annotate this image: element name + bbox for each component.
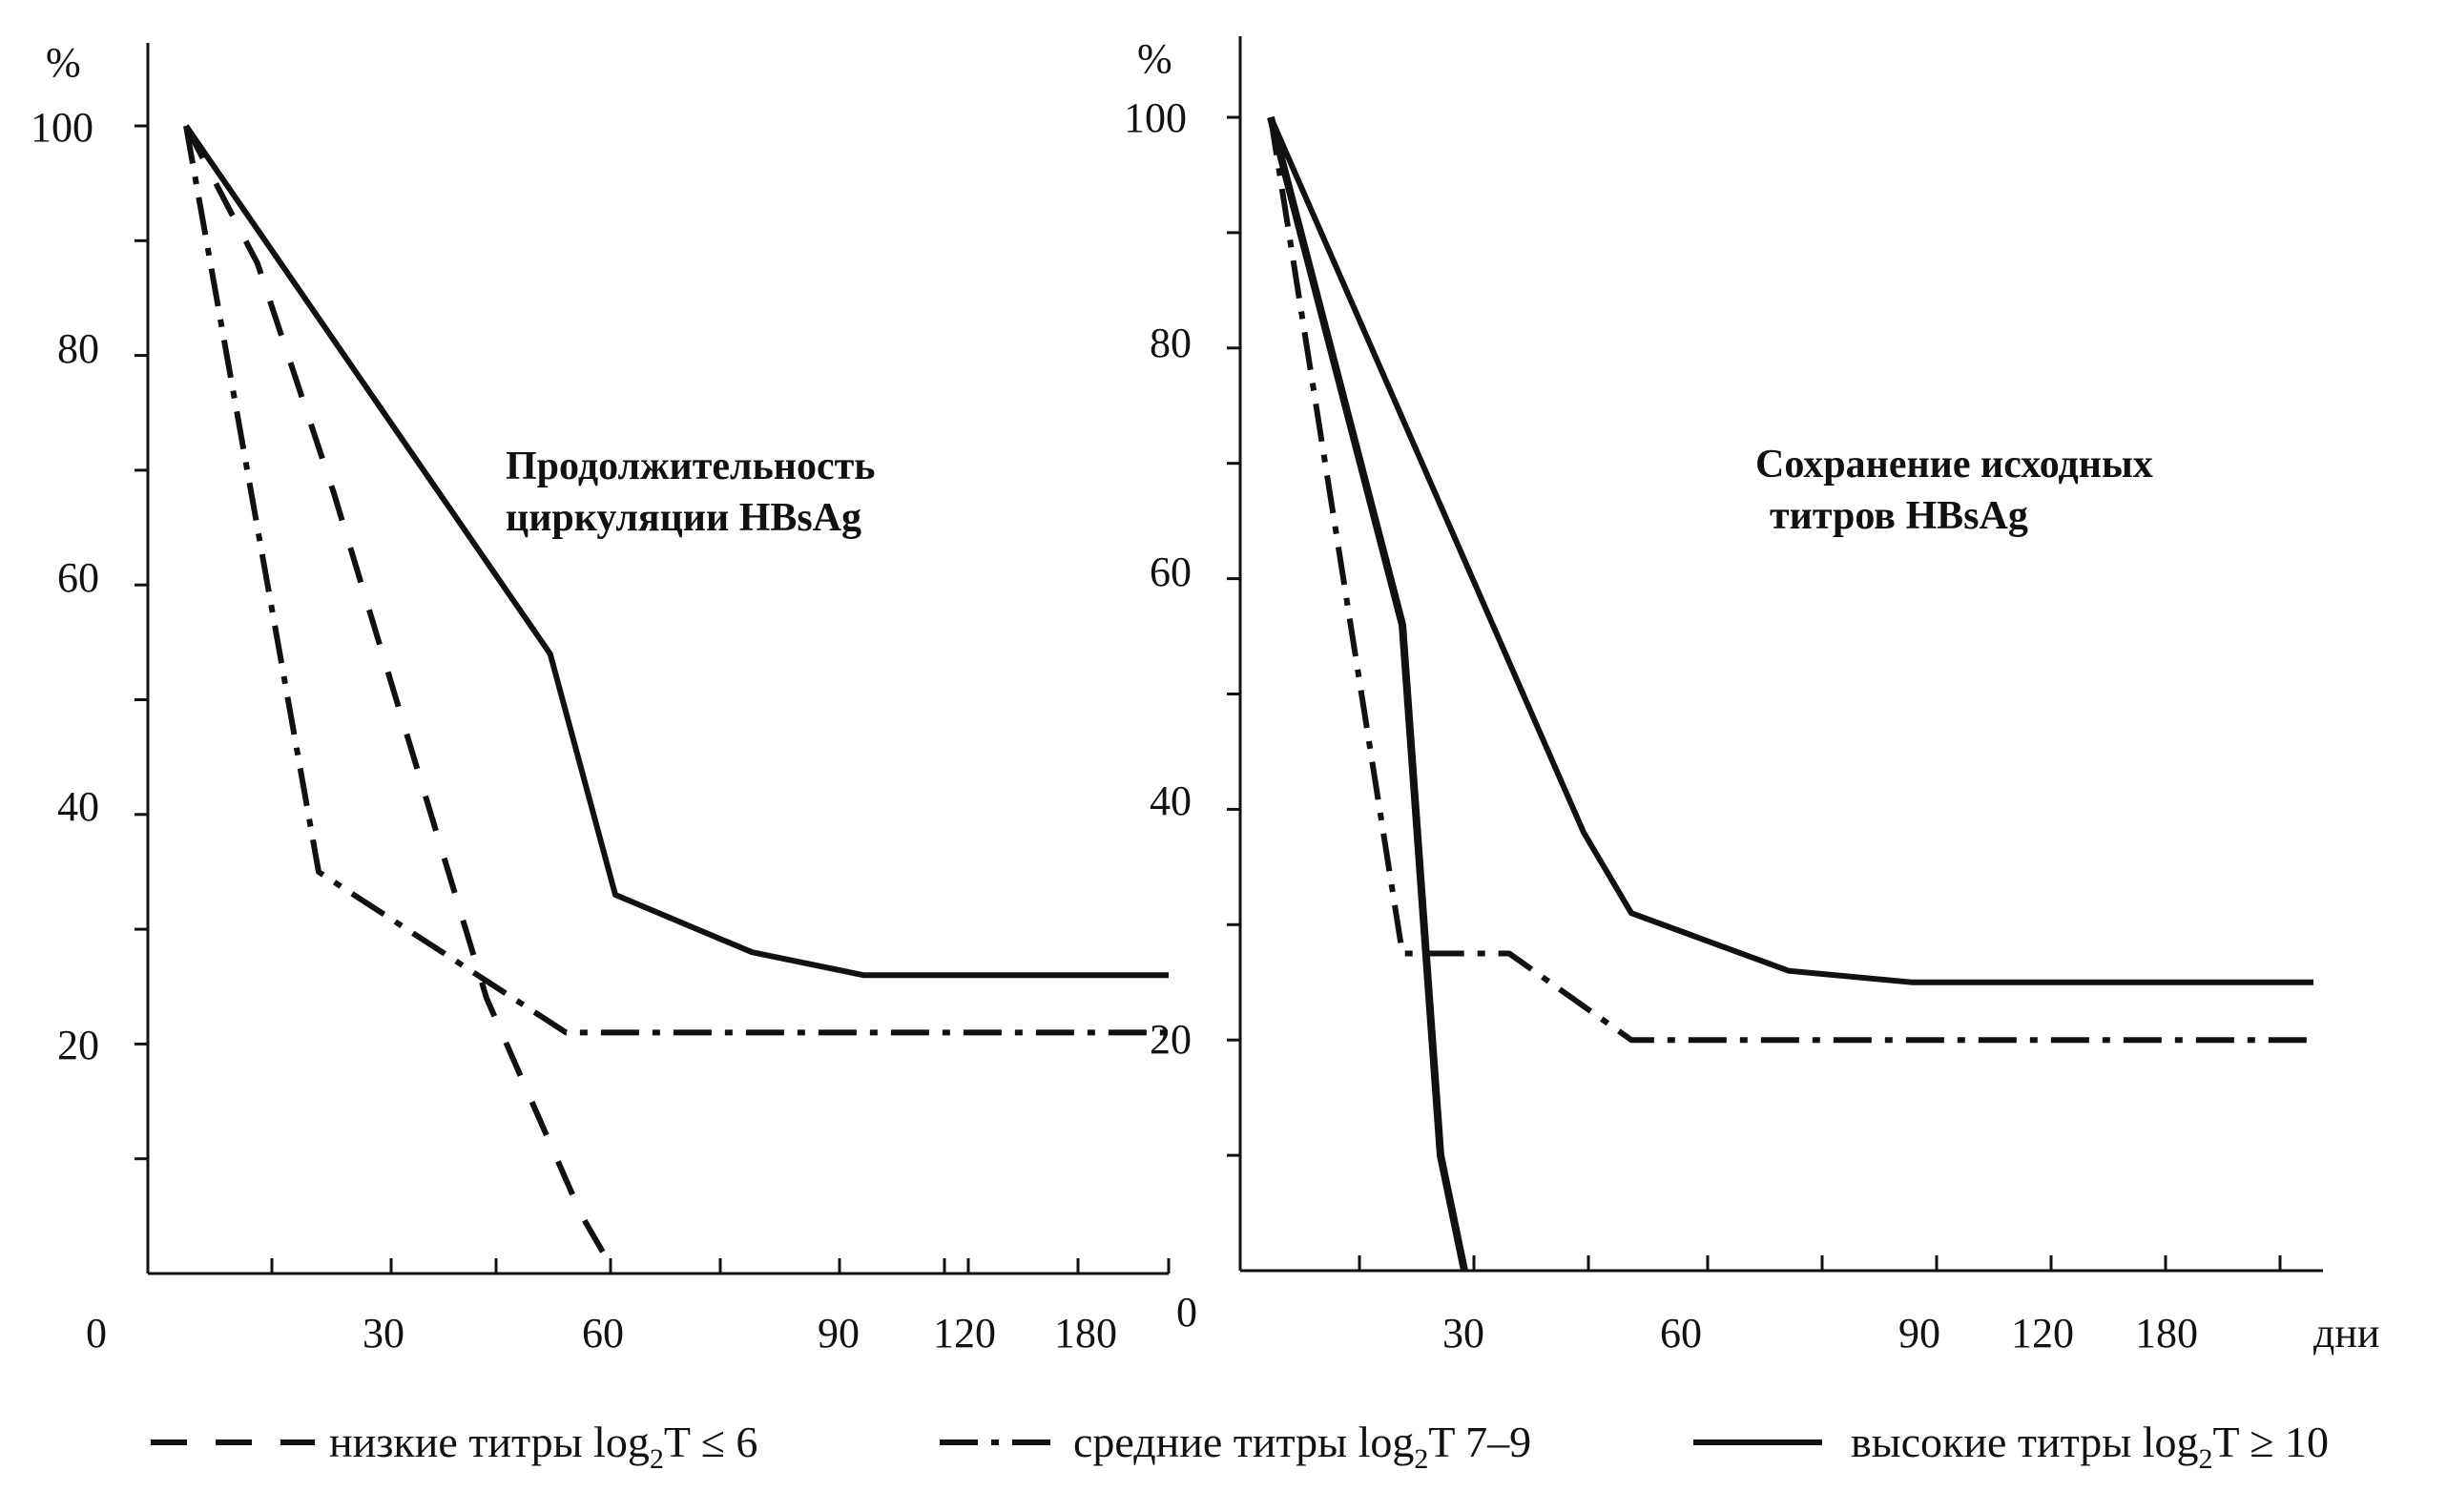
legend: низкие титры log2T ≤ 6 средние титры log… xyxy=(151,1418,2329,1475)
right-x-ticks xyxy=(1358,1255,2282,1271)
right-annotation-line-1: Сохранение исходных xyxy=(1755,443,2153,487)
right-y-unit-label: % xyxy=(1137,35,1172,82)
right-y-tick-label-40: 40 xyxy=(1150,777,1192,824)
left-x-tick-label-180: 180 xyxy=(1054,1310,1117,1357)
right-x-tick-label-60: 60 xyxy=(1660,1310,1702,1357)
right-series-medium-titers-line xyxy=(1268,116,2313,1044)
right-y-tick-label-80: 80 xyxy=(1150,320,1192,366)
legend-label-medium-titers: средние титры log2T 7–9 xyxy=(1073,1418,1531,1475)
left-chart: % 0 100 80 60 40 20 30 60 90 120 180 Про… xyxy=(31,39,1171,1357)
left-x-tick-label-90: 90 xyxy=(818,1310,860,1357)
left-x-tick-label-60: 60 xyxy=(582,1310,624,1357)
right-series-high-titers-line xyxy=(1268,115,2313,985)
right-chart: % 0 100 80 60 40 20 30 60 90 120 180 дни… xyxy=(1124,35,2379,1357)
left-y-tick-label-20: 20 xyxy=(57,1022,99,1068)
right-x-tick-label-30: 30 xyxy=(1442,1310,1484,1357)
left-x-tick-label-120: 120 xyxy=(933,1310,996,1357)
left-series-medium-titers-line xyxy=(183,125,1169,1036)
legend-label-high-titers: высокие титры log2T ≥ 10 xyxy=(1851,1418,2329,1475)
right-series-high-titers-steep-line xyxy=(1267,115,1468,1272)
legend-label-low-titers: низкие титры log2T ≤ 6 xyxy=(329,1418,757,1475)
left-series xyxy=(183,124,1169,1275)
left-x-tick-label-30: 30 xyxy=(363,1310,404,1357)
left-series-low-titers-line xyxy=(183,124,618,1275)
right-annotation-line-2: титров HBsAg xyxy=(1770,494,2028,538)
left-annotation-line-1: Продолжительность xyxy=(506,445,875,488)
right-origin-label: 0 xyxy=(1176,1289,1197,1336)
right-x-tick-label-90: 90 xyxy=(1898,1310,1940,1357)
right-x-tick-label-120: 120 xyxy=(2011,1310,2074,1357)
left-y-tick-label-100: 100 xyxy=(31,104,93,151)
left-y-unit-label: % xyxy=(46,39,81,86)
left-y-tick-label-40: 40 xyxy=(57,783,99,830)
right-y-ticks xyxy=(1227,115,1240,1157)
left-y-tick-label-60: 60 xyxy=(57,554,99,601)
left-origin-label: 0 xyxy=(86,1310,107,1357)
right-y-tick-label-100: 100 xyxy=(1124,94,1187,141)
right-series xyxy=(1267,115,2313,1272)
right-y-tick-label-60: 60 xyxy=(1150,549,1192,595)
left-x-ticks xyxy=(270,1258,1171,1274)
right-x-tick-label-180: 180 xyxy=(2135,1310,2198,1357)
left-y-ticks xyxy=(135,124,148,1161)
left-annotation-line-2: циркуляции HBsAg xyxy=(506,496,861,540)
left-series-high-titers-line xyxy=(183,124,1169,979)
right-x-axis-label: дни xyxy=(2313,1310,2379,1357)
right-y-tick-label-20: 20 xyxy=(1150,1016,1192,1063)
left-y-tick-label-80: 80 xyxy=(57,325,99,372)
